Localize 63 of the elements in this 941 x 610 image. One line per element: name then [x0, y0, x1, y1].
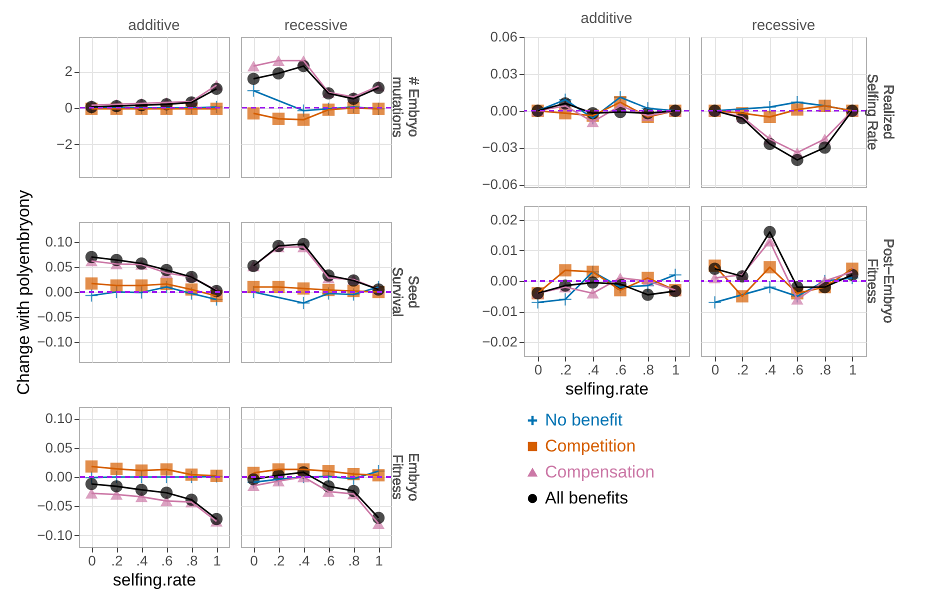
- y2-axis-title: # Embryo mutations: [390, 76, 422, 138]
- legend-label: All benefits: [545, 488, 628, 508]
- x-tick-label: .6: [161, 552, 174, 568]
- y-tick-label: −0.06: [482, 176, 518, 192]
- x-tick-label: .8: [642, 362, 654, 378]
- x-tick-label: .6: [323, 552, 336, 568]
- x-tick-label: 0: [88, 552, 96, 568]
- y-tick-label: −2: [56, 136, 73, 152]
- x-tick-label: .4: [136, 552, 148, 568]
- y-axis-title: Change with polyembryony: [14, 189, 34, 396]
- x-tick-label: .2: [111, 552, 124, 568]
- y-tick-label: 0.01: [490, 242, 518, 258]
- x-tick-label: 0: [534, 362, 542, 378]
- x-axis-title: selfing.rate: [112, 570, 196, 590]
- x-tick-label: 1: [672, 362, 680, 378]
- x-tick-label: .4: [298, 552, 310, 568]
- x-tick-label: 1: [848, 362, 857, 378]
- legend-label: Competition: [545, 436, 636, 456]
- x-tick-label: .2: [736, 362, 749, 378]
- chart-title: recessive: [752, 17, 816, 34]
- x-tick-label: .8: [348, 552, 360, 568]
- x-axis-title: selfing.rate: [565, 380, 649, 398]
- y-tick-label: −0.02: [482, 334, 518, 350]
- x-tick-label: 1: [375, 552, 384, 568]
- x-tick-label: .8: [819, 362, 832, 378]
- y2-axis-title: Seed Survival: [390, 267, 422, 317]
- y-tick-label: −0.10: [37, 526, 73, 543]
- y-tick-label: 2: [64, 63, 73, 80]
- y-tick-label: 0.00: [490, 272, 518, 288]
- y-tick-label: 0.00: [45, 284, 73, 300]
- y-tick-label: 0.10: [45, 410, 73, 426]
- y2-axis-title: Post−Embryo Fitness: [865, 238, 897, 324]
- y-tick-label: 0.05: [45, 258, 73, 274]
- x-tick-label: 0: [711, 362, 720, 378]
- y-tick-label: −0.10: [37, 334, 73, 350]
- y-tick-label: 0.05: [45, 439, 73, 456]
- legend-label: No benefit: [545, 410, 623, 430]
- x-tick-label: .6: [614, 362, 627, 378]
- x-tick-label: .4: [764, 362, 776, 378]
- y-tick-label: 0.00: [490, 102, 518, 118]
- y-tick-label: 0.00: [45, 468, 73, 484]
- y-tick-label: −0.05: [37, 498, 73, 514]
- x-tick-label: .8: [186, 552, 198, 568]
- x-tick-label: .6: [792, 362, 804, 378]
- y-tick-label: −0.01: [482, 303, 518, 320]
- x-tick-label: .2: [273, 552, 286, 568]
- x-tick-label: 1: [213, 552, 222, 568]
- y-tick-label: 0.03: [490, 65, 518, 82]
- legend-label: Compensation: [545, 462, 655, 482]
- y2-axis-title: Realized Selfing Rate: [865, 74, 897, 150]
- y-tick-label: 0.10: [45, 234, 73, 250]
- y-tick-label: 0: [64, 99, 73, 116]
- chart-title: additive: [128, 17, 180, 34]
- y-tick-label: 0.06: [490, 28, 518, 44]
- y-tick-label: −0.03: [482, 139, 518, 156]
- y2-axis-title: Embryo Fitness: [390, 452, 422, 502]
- y-tick-label: 0.02: [490, 211, 518, 228]
- chart-title: recessive: [284, 17, 348, 34]
- x-tick-label: 0: [250, 552, 258, 568]
- x-tick-label: .4: [587, 362, 600, 378]
- x-tick-label: .2: [560, 362, 572, 378]
- chart-title: additive: [580, 10, 632, 27]
- y-tick-label: −0.05: [37, 308, 73, 324]
